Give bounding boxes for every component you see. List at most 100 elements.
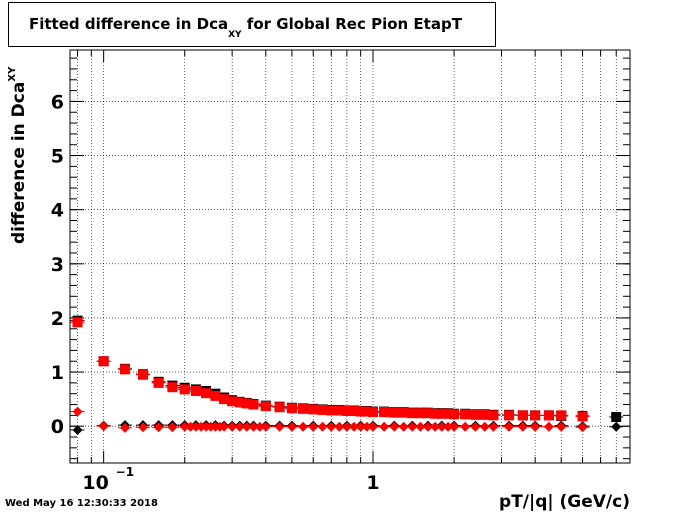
data-point-square [219, 394, 230, 405]
data-point-diamond [504, 421, 515, 432]
chart-title: Fitted difference in DcaXY for Global Re… [29, 15, 462, 40]
data-point-diamond [449, 421, 460, 432]
data-point-diamond [398, 421, 409, 432]
data-point-diamond [379, 421, 390, 432]
data-point-square [308, 404, 319, 415]
grid-lines [70, 50, 631, 463]
data-point-diamond [422, 421, 433, 432]
data-point-square [167, 382, 178, 393]
data-point-square [119, 364, 130, 375]
data-point-square [234, 397, 245, 408]
data-point-diamond [407, 421, 418, 432]
data-point-diamond [167, 422, 178, 433]
data-point-square [274, 402, 285, 413]
data-point-square [479, 409, 490, 420]
y-tick-label: 5 [51, 146, 64, 168]
chart-title-main: Fitted difference in Dca [29, 15, 229, 33]
data-point-diamond [530, 421, 541, 432]
data-markers [70, 315, 624, 435]
data-point-square [227, 396, 238, 407]
plot-frame [69, 49, 631, 464]
data-point-diamond [308, 421, 319, 432]
data-point-square [422, 408, 433, 419]
data-point-square [460, 409, 471, 420]
data-point-square [530, 410, 541, 421]
data-point-diamond [219, 421, 230, 432]
data-point-diamond [72, 406, 83, 417]
data-point-diamond [470, 421, 481, 432]
data-point-diamond [479, 421, 490, 432]
data-point-square [348, 406, 359, 417]
data-point-square [415, 408, 426, 419]
data-point-square [449, 409, 460, 420]
x-tick-label-exponent: −1 [116, 465, 134, 479]
data-point-square [577, 411, 588, 422]
data-point-diamond [274, 421, 285, 432]
data-point-square [367, 407, 378, 418]
data-point-square [341, 406, 352, 417]
y-axis-label-subscript: XY [7, 66, 18, 82]
data-point-square [138, 369, 149, 380]
data-point-square [298, 403, 309, 414]
title-box: Fitted difference in DcaXY for Global Re… [8, 2, 496, 47]
data-point-diamond [543, 421, 554, 432]
data-point-diamond [460, 421, 471, 432]
data-point-diamond [227, 421, 238, 432]
data-point-diamond [153, 422, 164, 433]
y-axis-label-main: difference in Dca [9, 81, 29, 244]
data-point-square [334, 405, 345, 416]
data-point-diamond [286, 421, 297, 432]
data-point-diamond [119, 422, 130, 433]
y-tick-label: 6 [51, 91, 64, 113]
data-point-square [470, 409, 481, 420]
data-point-square [210, 390, 221, 401]
y-axis-label: difference in DcaXY [7, 66, 29, 244]
data-point-diamond [260, 421, 271, 432]
data-point-diamond [488, 421, 499, 432]
data-point-square [153, 377, 164, 388]
data-point-square [317, 404, 328, 415]
y-tick-label: 0 [51, 416, 64, 438]
data-point-square [407, 408, 418, 419]
data-point-square [248, 399, 259, 410]
timestamp: Wed May 16 12:30:33 2018 [5, 498, 158, 509]
data-point-diamond [326, 421, 337, 432]
y-tick-label: 4 [51, 200, 64, 222]
data-point-diamond [72, 424, 83, 435]
data-point-diamond [517, 421, 528, 432]
data-point-square [556, 410, 567, 421]
axis-ticks [70, 50, 631, 463]
x-tick-label: 1 [366, 472, 379, 494]
data-point-diamond [138, 422, 149, 433]
y-tick-label: 2 [51, 308, 64, 330]
data-point-diamond [556, 421, 567, 432]
data-point-square [504, 410, 515, 421]
data-point-square [241, 398, 252, 409]
x-tick-label: 10 [82, 472, 108, 494]
data-point-diamond [317, 421, 328, 432]
data-point-square [443, 408, 454, 419]
data-point-square [517, 410, 528, 421]
data-point-diamond [334, 421, 345, 432]
data-point-square [611, 411, 622, 422]
data-point-square [286, 403, 297, 414]
data-point-square [543, 410, 554, 421]
data-point-diamond [341, 421, 352, 432]
data-point-diamond [234, 421, 245, 432]
data-point-diamond [298, 421, 309, 432]
data-point-square [201, 388, 212, 399]
data-point-square [389, 407, 400, 418]
data-point-diamond [389, 421, 400, 432]
data-point-square [326, 405, 337, 416]
data-point-square [98, 356, 109, 367]
x-axis-label: pT/|q| (GeV/c) [499, 492, 630, 512]
data-point-square [179, 384, 190, 395]
tick-labels: 0 1 2 3 4 5 6 10 −1 1 [51, 91, 380, 494]
y-tick-label: 1 [51, 362, 64, 384]
data-point-square [361, 406, 372, 417]
data-point-diamond [611, 421, 622, 432]
chart-title-subscript: XY [228, 30, 242, 40]
data-point-diamond [367, 421, 378, 432]
data-point-square [260, 401, 271, 412]
